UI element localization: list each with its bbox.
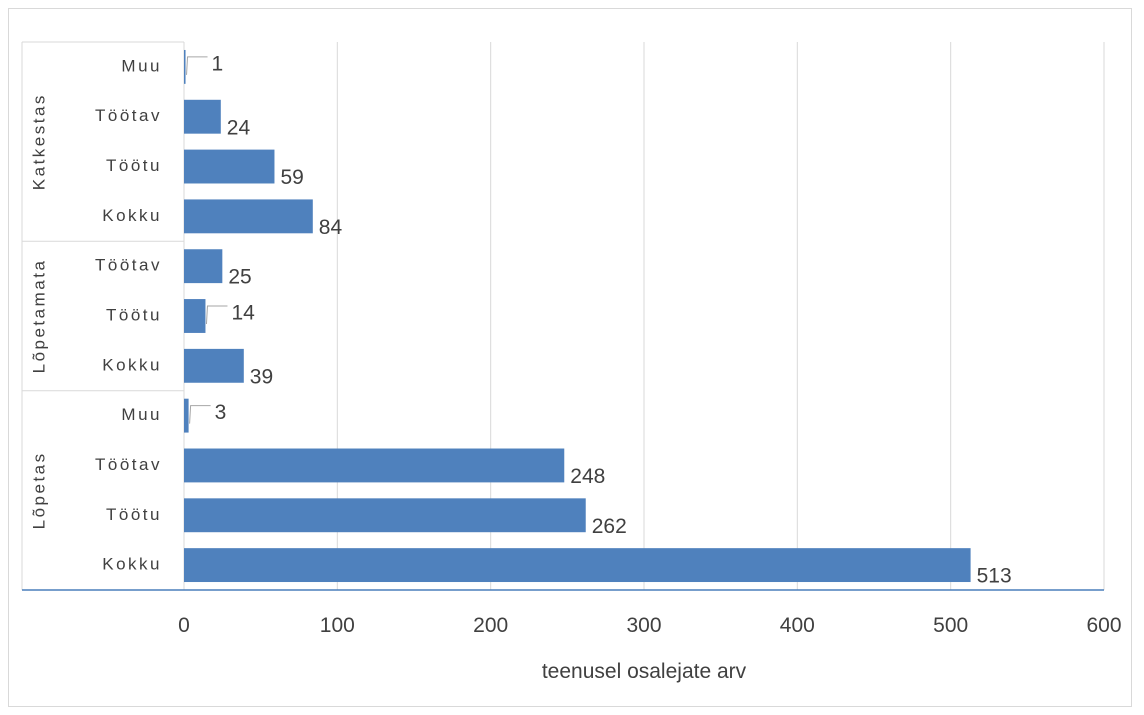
bar-2 xyxy=(184,149,275,184)
category-axis: Katkestas Lõpetamata Lõpetas Muu Töötav Töötu… xyxy=(21,41,1104,591)
data-label-1: 24 xyxy=(227,116,251,139)
leader-line-0 xyxy=(186,56,208,75)
category-label-1: Töötav xyxy=(95,106,162,125)
bars xyxy=(184,49,971,583)
x-axis-title: teenusel osalejate arv xyxy=(542,660,747,683)
data-label-9: 262 xyxy=(592,515,627,538)
bar-10 xyxy=(184,548,971,583)
chart-frame xyxy=(8,8,1132,707)
x-tick-label-100: 100 xyxy=(320,614,355,637)
bar-1 xyxy=(184,99,221,134)
bar-9 xyxy=(184,498,586,533)
category-label-6: Kokku xyxy=(102,355,162,374)
category-label-2: Töötu xyxy=(106,156,162,175)
data-label-6: 39 xyxy=(250,365,273,388)
x-tick-label-200: 200 xyxy=(473,614,508,637)
data-label-8: 248 xyxy=(570,465,605,488)
data-label-3: 84 xyxy=(319,216,343,239)
x-tick-label-600: 600 xyxy=(1086,614,1121,637)
data-label-4: 25 xyxy=(228,266,251,289)
group-label-1: Lõpetamata xyxy=(29,259,48,374)
data-labels: 1 24 59 84 25 14 39 3 248 262 513 xyxy=(186,52,1012,588)
bar-6 xyxy=(184,348,244,383)
x-tick-labels: 0 100 200 300 400 500 600 xyxy=(178,614,1121,637)
data-label-0: 1 xyxy=(212,52,224,75)
bar-7 xyxy=(184,398,189,433)
data-label-7: 3 xyxy=(215,401,227,424)
group-label-0: Katkestas xyxy=(29,93,48,190)
category-label-9: Töötu xyxy=(106,505,162,524)
x-tick-label-300: 300 xyxy=(626,614,661,637)
category-label-4: Töötav xyxy=(95,256,162,275)
x-tick-label-400: 400 xyxy=(780,614,815,637)
bar-3 xyxy=(184,199,313,234)
category-label-3: Kokku xyxy=(102,206,162,225)
x-tick-label-500: 500 xyxy=(933,614,968,637)
group-label-2: Lõpetas xyxy=(29,451,48,529)
bar-8 xyxy=(184,448,565,483)
bar-5 xyxy=(184,299,206,333)
data-label-5: 14 xyxy=(231,302,255,325)
category-label-10: Kokku xyxy=(102,555,162,574)
leader-line-5 xyxy=(205,305,228,325)
data-label-10: 513 xyxy=(977,565,1012,588)
leader-line-7 xyxy=(189,405,211,424)
bar-4 xyxy=(184,249,223,284)
category-label-0: Muu xyxy=(121,56,162,75)
data-label-2: 59 xyxy=(280,166,303,189)
category-label-8: Töötav xyxy=(95,455,162,474)
category-label-7: Muu xyxy=(121,405,162,424)
category-label-5: Töötu xyxy=(106,305,162,324)
bar-0 xyxy=(184,49,186,84)
x-tick-label-0: 0 xyxy=(178,614,190,637)
